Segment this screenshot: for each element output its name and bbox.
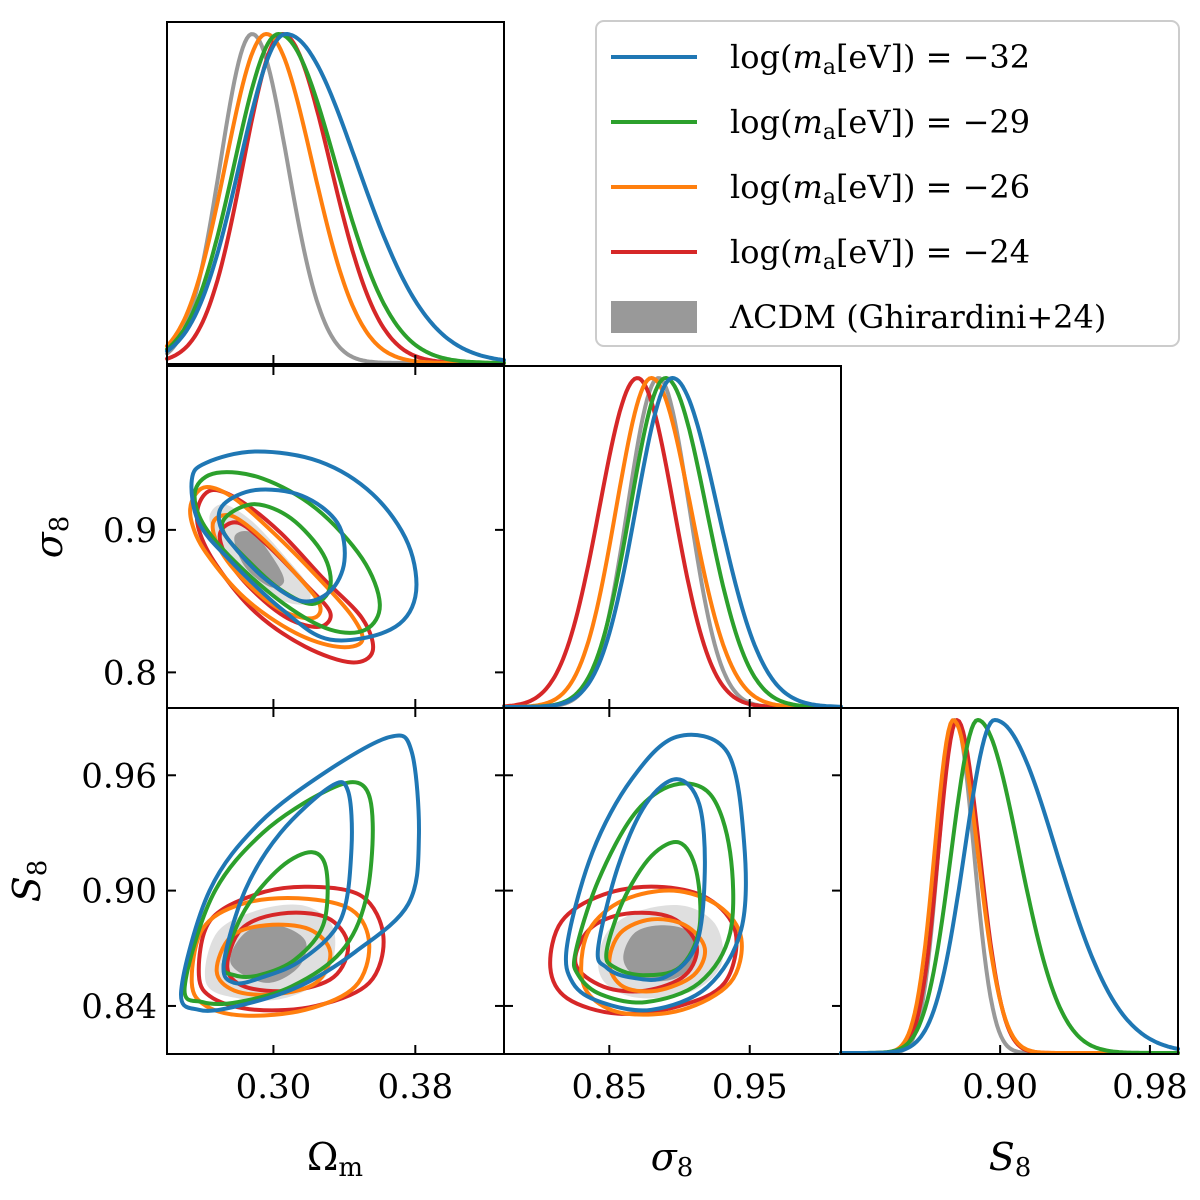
y-axis-label-S8: S8	[5, 860, 53, 903]
series-1-om_S8-contour-68	[221, 850, 330, 979]
series-3-S8-marginal	[839, 718, 1180, 1055]
series-0-om_s8-contour-95	[189, 449, 419, 643]
legend-swatch	[611, 301, 697, 333]
series-1-s8_S8-contour-68	[604, 840, 703, 978]
legend: log(ma[eV]) = −32 log(ma[eV]) = −29 log(ma…	[595, 20, 1180, 347]
legend-entry-0: log(ma[eV]) = −32	[611, 38, 1030, 80]
x-tick-sigma8-1: 0.95	[712, 1067, 788, 1107]
y-tick-S8-1: 0.90	[81, 872, 157, 912]
lcdm-S8-marginal	[839, 718, 1180, 1055]
y-tick-sigma8-0: 0.9	[103, 511, 157, 551]
legend-label: log(ma[eV]) = −32	[730, 38, 1030, 80]
x-axis-label-sigma8: σ8	[651, 1135, 694, 1183]
series-0-om_s8-contour-68	[216, 487, 347, 604]
series-2-s8_S8-contour-95	[579, 888, 744, 1017]
x-axis-label-om: Ωm	[307, 1135, 363, 1183]
panel-om-marginal	[165, 21, 506, 365]
legend-label: ΛCDM (Ghirardini+24)	[729, 298, 1106, 336]
series-2-s8_S8-contour-68	[607, 917, 708, 994]
panel-S8-marginal	[839, 707, 1180, 1055]
legend-entry-4: ΛCDM (Ghirardini+24)	[611, 298, 1106, 336]
panel-om-S8	[166, 707, 505, 1055]
series-1-S8-marginal	[839, 718, 1180, 1055]
series-0-s8_S8-contour-68	[595, 777, 707, 982]
legend-label: log(ma[eV]) = −24	[730, 233, 1030, 275]
series-0-om_S8-contour-95	[179, 733, 421, 1013]
series-2-om_S8-contour-68	[214, 922, 333, 997]
x-axis-label-S8: S8	[989, 1135, 1032, 1183]
legend-box	[595, 20, 1180, 347]
series-2-s8-marginal	[502, 376, 843, 709]
series-2-om_S8-contour-95	[189, 896, 372, 1018]
series-0-om-marginal	[165, 32, 506, 363]
series-0-s8-marginal	[502, 376, 843, 709]
legend-label: log(ma[eV]) = −29	[730, 103, 1030, 145]
y-axis-label-sigma8: σ8	[27, 516, 75, 559]
series-2-om_s8-contour-68	[210, 513, 323, 621]
y-tick-S8-0: 0.96	[81, 756, 157, 796]
axis-ticks	[167, 355, 1151, 1054]
panel-om-sigma8	[166, 365, 505, 709]
legend-entry-3: log(ma[eV]) = −24	[611, 233, 1030, 275]
series-0-om_S8-contour-68	[221, 780, 354, 986]
lcdm-om_s8-contour-68	[234, 530, 285, 588]
series-1-om-marginal	[165, 32, 506, 365]
x-tick-S8-0: 0.90	[962, 1067, 1038, 1107]
legend-entry-1: log(ma[eV]) = −29	[611, 103, 1030, 145]
y-tick-sigma8-1: 0.8	[103, 653, 157, 693]
series-1-om_s8-contour-95	[192, 470, 382, 635]
legend-entry-2: log(ma[eV]) = −26	[611, 168, 1030, 210]
series-1-om_S8-contour-95	[182, 780, 375, 1007]
series-2-S8-marginal	[839, 718, 1180, 1055]
series-0-S8-marginal	[839, 718, 1180, 1055]
x-tick-S8-1: 0.98	[1112, 1067, 1188, 1107]
panel-sigma8-S8	[503, 707, 842, 1055]
panel-sigma8-marginal	[502, 365, 843, 709]
x-tick-om-0: 0.30	[236, 1067, 312, 1107]
x-tick-sigma8-0: 0.85	[571, 1067, 647, 1107]
series-1-s8_S8-contour-95	[571, 781, 736, 1005]
x-tick-om-1: 0.38	[377, 1067, 453, 1107]
series-0-s8_S8-contour-95	[563, 732, 748, 1013]
legend-label: log(ma[eV]) = −26	[730, 168, 1030, 210]
y-tick-S8-2: 0.84	[81, 987, 157, 1027]
series-2-om-marginal	[165, 32, 506, 365]
